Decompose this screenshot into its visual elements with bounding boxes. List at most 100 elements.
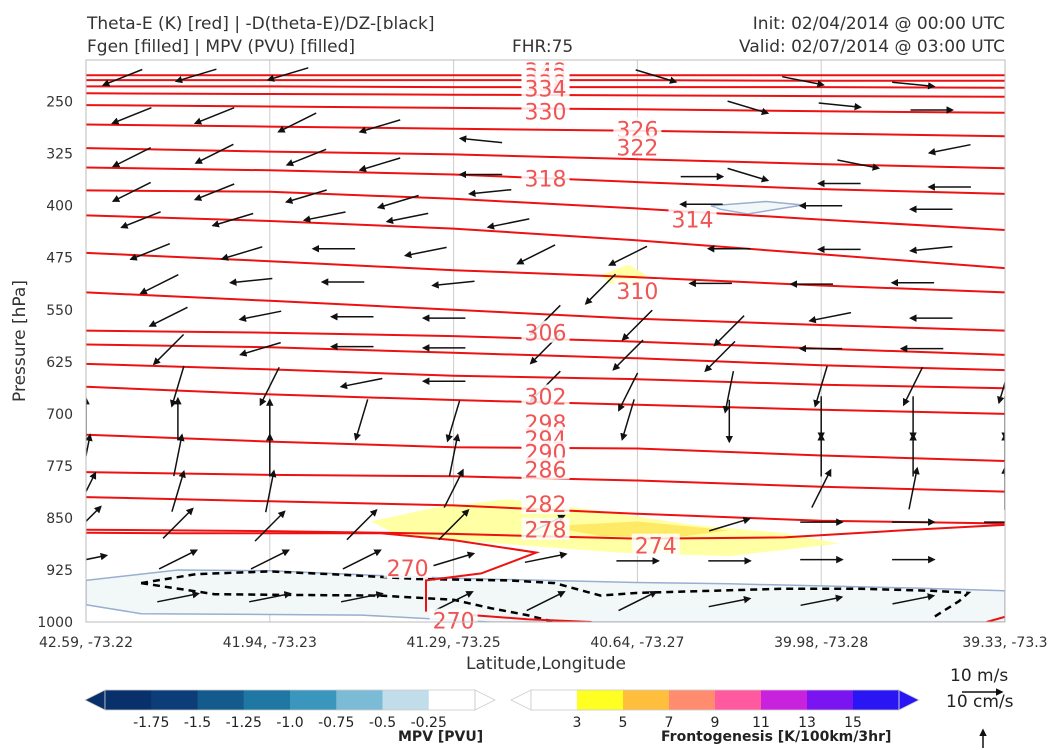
wind-arrow (194, 143, 234, 164)
fgen-colorbar-title: Frontogenesis [K/100km/3hr] (661, 729, 891, 745)
colorbar-tick: 5 (619, 715, 628, 731)
x-axis-ticks: 42.59, -73.22 41.94, -73.23 41.29, -73.25 4… (39, 635, 1048, 651)
wind-arrow (837, 159, 881, 171)
wind-arrow (516, 244, 556, 265)
theta-e-label-bg (521, 320, 570, 343)
wind-arrow (139, 274, 179, 295)
theta-e-label-bg (521, 517, 570, 540)
colorbar-tick: 11 (752, 715, 770, 731)
y-tick-label: 250 (46, 95, 73, 111)
x-tick-label: 41.29, -73.25 (407, 635, 501, 651)
mpv-colorbar: -1.75 -1.5 -1.25 -1.0 -0.75 -0.5 -0.25 (84, 689, 496, 731)
theta-e-label: 286 (525, 458, 567, 483)
theta-e-contour (86, 214, 1005, 270)
wind-arrow (445, 400, 461, 443)
wind-arrow (813, 365, 828, 408)
y-tick-label: 475 (46, 251, 73, 267)
y-axis-label: Pressure [hPa] (10, 280, 30, 402)
colorbar-frame (530, 689, 900, 711)
wind-arrow (612, 339, 644, 371)
wind-arrow (111, 181, 152, 202)
wind-arrow (340, 591, 384, 603)
theta-e-label-bg (521, 76, 570, 99)
wind-arrow (526, 591, 566, 612)
theta-e-label-bg (521, 99, 570, 122)
wind-reference-label: 10 m/s (950, 666, 1008, 686)
colorbar-swatch (669, 690, 716, 710)
colorbar-extend (898, 689, 920, 711)
colorbar-frame (104, 689, 476, 711)
wind-arrow (486, 218, 530, 230)
colorbar-swatch (243, 690, 291, 710)
wind-arrow (811, 468, 832, 508)
theta-e-label-bg (613, 135, 662, 158)
wind-arrow (997, 379, 1005, 405)
theta-e-label-bg (521, 440, 570, 463)
theta-e-contour (86, 123, 1005, 138)
x-tick-label: 40.64, -73.27 (590, 635, 684, 651)
theta-e-contour (86, 531, 541, 612)
theta-e-label-bg (613, 279, 662, 302)
wind-arrow (358, 157, 401, 172)
colorbar-swatch (853, 690, 900, 710)
wind-arrow (433, 551, 476, 567)
theta-e-contour (471, 614, 592, 622)
wind-arrow (468, 188, 512, 198)
wind-arrow (86, 505, 102, 523)
wind-arrow (431, 280, 475, 289)
wind-arrow (152, 333, 185, 366)
colorbar-tick: -1.5 (184, 715, 211, 731)
wind-arrow (635, 69, 678, 84)
wind-arrow (239, 341, 281, 357)
wind-arrow (909, 245, 953, 254)
plot-frame (85, 59, 1006, 623)
colorbar-tick: -1.75 (133, 715, 169, 731)
x-axis-label: Latitude,Longitude (466, 654, 626, 674)
wind-arrow (220, 246, 263, 261)
wind-arrow (170, 365, 185, 408)
wind-arrow (353, 399, 369, 441)
theta-e-label-bg (668, 207, 717, 230)
valid-time: Valid: 02/07/2014 @ 03:00 UTC (739, 37, 1005, 57)
wind-arrow (708, 516, 751, 532)
mpv-region (86, 569, 1005, 622)
colorbar-tick: -0.25 (411, 715, 447, 731)
wind-arrow (524, 551, 568, 564)
reference-vectors: 10 m/s 10 cm/s (946, 666, 1014, 748)
wind-arrow (584, 273, 617, 305)
colorbar-extend (84, 689, 106, 711)
wind-arrow (727, 100, 770, 116)
colorbar-swatch (336, 690, 383, 710)
theta-e-contour (86, 291, 1005, 332)
theta-e-label: 302 (525, 386, 567, 411)
colorbar-swatch (197, 690, 245, 710)
theta-e-label-bg (521, 457, 570, 480)
theta-e-label: 334 (525, 77, 567, 102)
theta-e-label: 310 (616, 280, 658, 305)
wind-arrow (285, 148, 327, 167)
wind-arrow (621, 309, 653, 341)
theta-e-label: 278 (525, 519, 567, 544)
theta-e-label-bg (521, 166, 570, 189)
wind-arrow (403, 246, 447, 259)
y-tick-label: 700 (46, 407, 73, 423)
theta-e-contour (86, 189, 1005, 231)
wind-arrow (266, 67, 309, 82)
wind-arrow (101, 68, 143, 87)
wind-arrow (713, 315, 745, 347)
wind-arrow (376, 194, 419, 210)
wind-arrow (339, 377, 383, 390)
colorbar-swatch (382, 690, 430, 710)
theta-e-label: 322 (616, 136, 658, 161)
filled-fields (86, 200, 1005, 622)
y-axis-ticks: 250 325 400 475 550 625 700 775 850 925 1000 (37, 95, 73, 631)
wind-arrow (618, 591, 658, 612)
wind-vectors (86, 67, 1005, 612)
wind-arrow (229, 277, 273, 286)
colorbar-tick: 9 (711, 715, 720, 731)
wind-arrow (193, 107, 235, 125)
wind-arrow (818, 102, 862, 111)
wind-arrow (284, 189, 327, 204)
wind-arrow (808, 311, 852, 324)
